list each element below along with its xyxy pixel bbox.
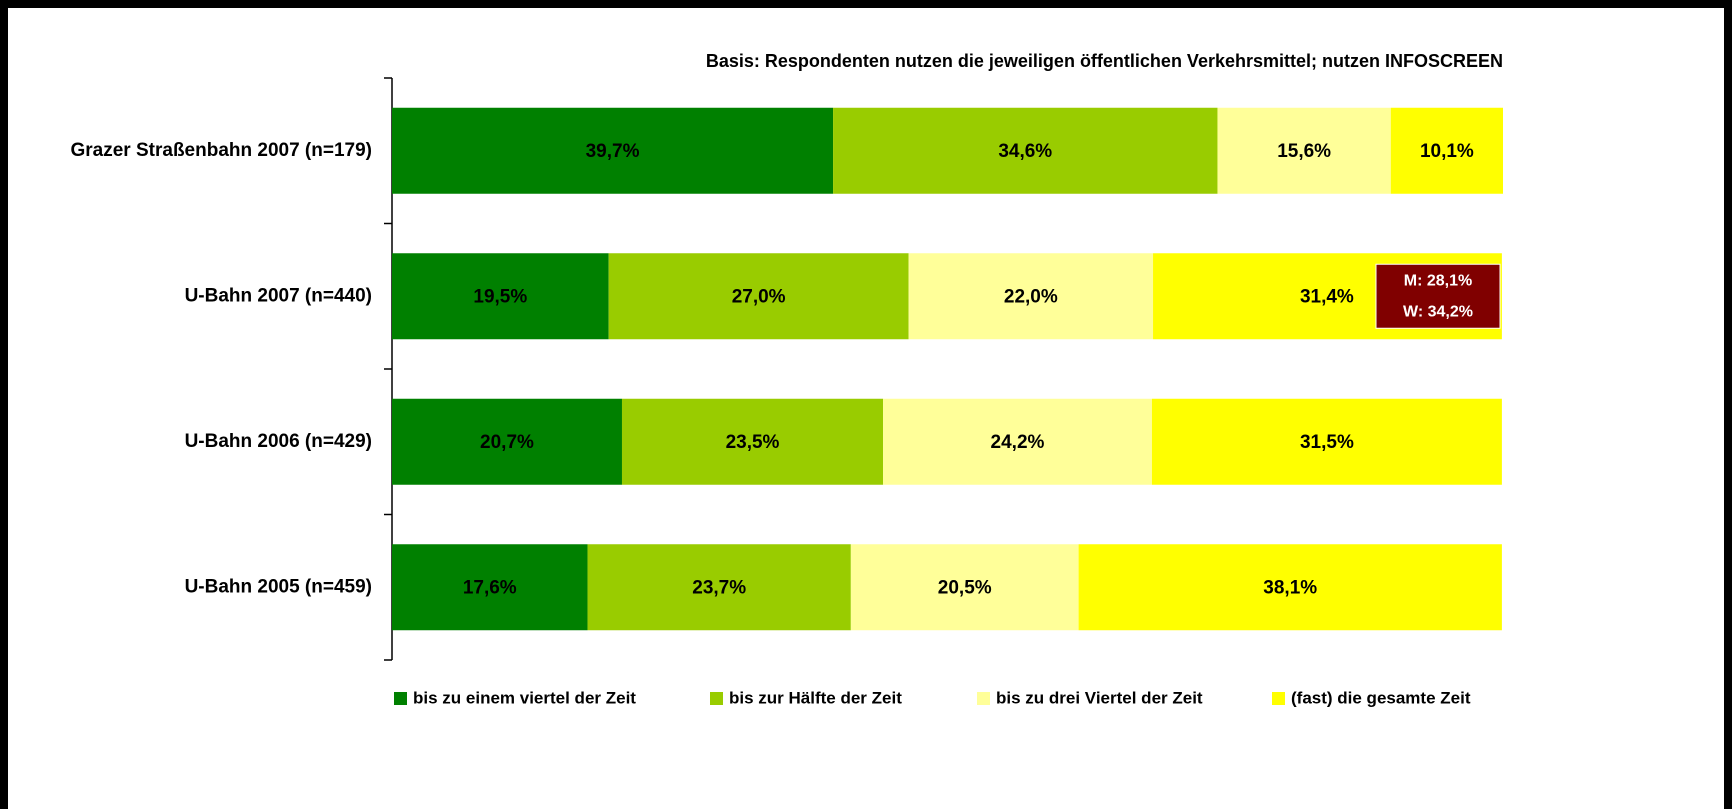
- legend-swatch: [710, 692, 723, 705]
- bar-segment: [1078, 544, 1502, 631]
- data-label: 15,6%: [1277, 141, 1331, 162]
- legend-label: bis zu einem viertel der Zeit: [413, 688, 636, 707]
- data-label: 38,1%: [1263, 577, 1317, 598]
- category-label: Grazer Straßenbahn 2007 (n=179): [71, 140, 373, 161]
- bar-segment: [1390, 107, 1503, 194]
- data-label: 23,7%: [692, 577, 746, 598]
- data-label: 19,5%: [473, 286, 527, 307]
- data-label: 20,5%: [938, 577, 992, 598]
- bar-segment: [1217, 107, 1391, 194]
- bar-segment: [392, 398, 622, 485]
- data-label: 22,0%: [1004, 286, 1058, 307]
- data-label: 34,6%: [998, 141, 1052, 162]
- bar-segment: [883, 398, 1152, 485]
- data-label: 23,5%: [726, 432, 780, 453]
- bar-segment: [392, 107, 834, 194]
- data-label: 27,0%: [732, 286, 786, 307]
- bar-segment: [392, 544, 588, 631]
- legend-label: (fast) die gesamte Zeit: [1291, 688, 1471, 707]
- data-label: 17,6%: [463, 577, 517, 598]
- legend-swatch: [977, 692, 990, 705]
- bar-segment: [621, 398, 884, 485]
- data-label: 31,4%: [1300, 286, 1354, 307]
- data-label: 39,7%: [586, 141, 640, 162]
- legend-label: bis zur Hälfte der Zeit: [729, 688, 902, 707]
- bar-segment: [908, 253, 1154, 340]
- data-label: 24,2%: [991, 432, 1045, 453]
- data-label: 20,7%: [480, 432, 534, 453]
- category-label: U-Bahn 2006 (n=429): [185, 431, 372, 452]
- category-label: U-Bahn 2007 (n=440): [185, 285, 372, 306]
- bar-segment: [608, 253, 909, 340]
- bar-segment: [850, 544, 1079, 631]
- annotation: M: 28,1%: [1404, 272, 1472, 289]
- data-label: 10,1%: [1420, 141, 1474, 162]
- bar-segment: [587, 544, 851, 631]
- legend-swatch: [1272, 692, 1285, 705]
- annotation-box: [1375, 263, 1501, 329]
- subtitle: Basis: Respondenten nutzen die jeweilige…: [706, 51, 1503, 71]
- category-label: U-Bahn 2005 (n=459): [185, 576, 372, 597]
- bar-segment: [392, 253, 609, 340]
- annotation: W: 34,2%: [1403, 303, 1473, 320]
- legend-swatch: [394, 692, 407, 705]
- bar-segment: [1151, 398, 1502, 485]
- data-label: 31,5%: [1300, 432, 1354, 453]
- legend-label: bis zu drei Viertel der Zeit: [996, 688, 1203, 707]
- bar-segment: [833, 107, 1218, 194]
